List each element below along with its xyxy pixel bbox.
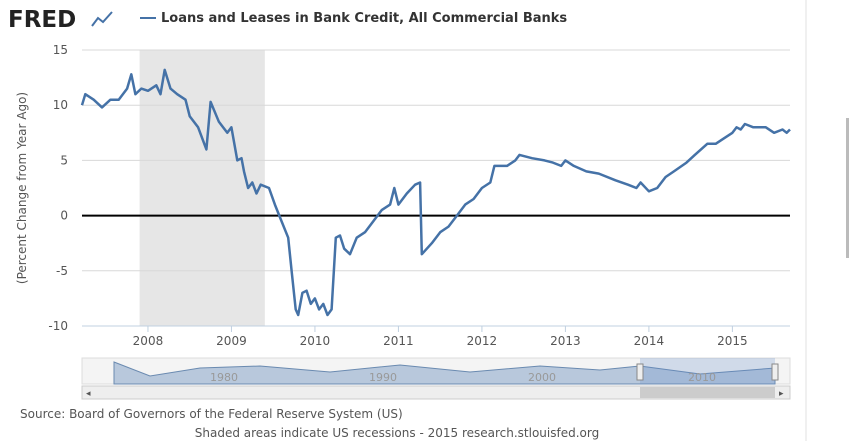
y-axis-label: (Percent Change from Year Ago) [15,92,29,284]
scroll-left[interactable]: ◂ [86,389,91,399]
x-tick-label: 2010 [300,334,331,348]
source: Source: Board of Governors of the Federa… [20,407,403,421]
navigator-label: 1980 [210,371,238,384]
y-tick-label: -10 [48,319,68,333]
logo: FRED [8,7,76,33]
x-tick-label: 2015 [717,334,748,348]
x-tick-label: 2014 [634,334,665,348]
scrollbar-thumb[interactable] [640,387,775,398]
legend-label: Loans and Leases in Bank Credit, All Com… [161,11,567,26]
navigator-handle [771,363,779,381]
note: Shaded areas indicate US recessions - 20… [195,426,599,440]
y-tick-label: 10 [53,98,68,112]
y-tick-label: 15 [53,43,68,57]
y-tick-label: -5 [56,264,68,278]
y-tick-label: 0 [60,209,68,223]
x-tick-label: 2011 [383,334,414,348]
navigator-label: 2000 [528,371,556,384]
navigator-handle [636,363,644,381]
scroll-right[interactable]: ▸ [779,389,784,399]
x-tick-label: 2009 [216,334,247,348]
scrollbar[interactable] [81,385,791,400]
panel-edge [846,118,849,258]
x-tick-label: 2008 [133,334,164,348]
navigator-label: 1990 [369,371,397,384]
navigator-label: 2010 [688,371,716,384]
y-tick-label: 5 [60,153,68,167]
logo-icon [91,11,113,27]
recession-band [139,50,265,326]
x-tick-label: 2013 [550,334,581,348]
navigator-selection [640,358,775,384]
plot: -10 -5 0 5 10 15 2008 2009 2010 2011 2012 2013 2014 2… [48,43,791,348]
x-tick-label: 2012 [467,334,498,348]
series-line [80,68,791,317]
navigator-labels: 1980 1990 2000 2010 [210,371,716,384]
